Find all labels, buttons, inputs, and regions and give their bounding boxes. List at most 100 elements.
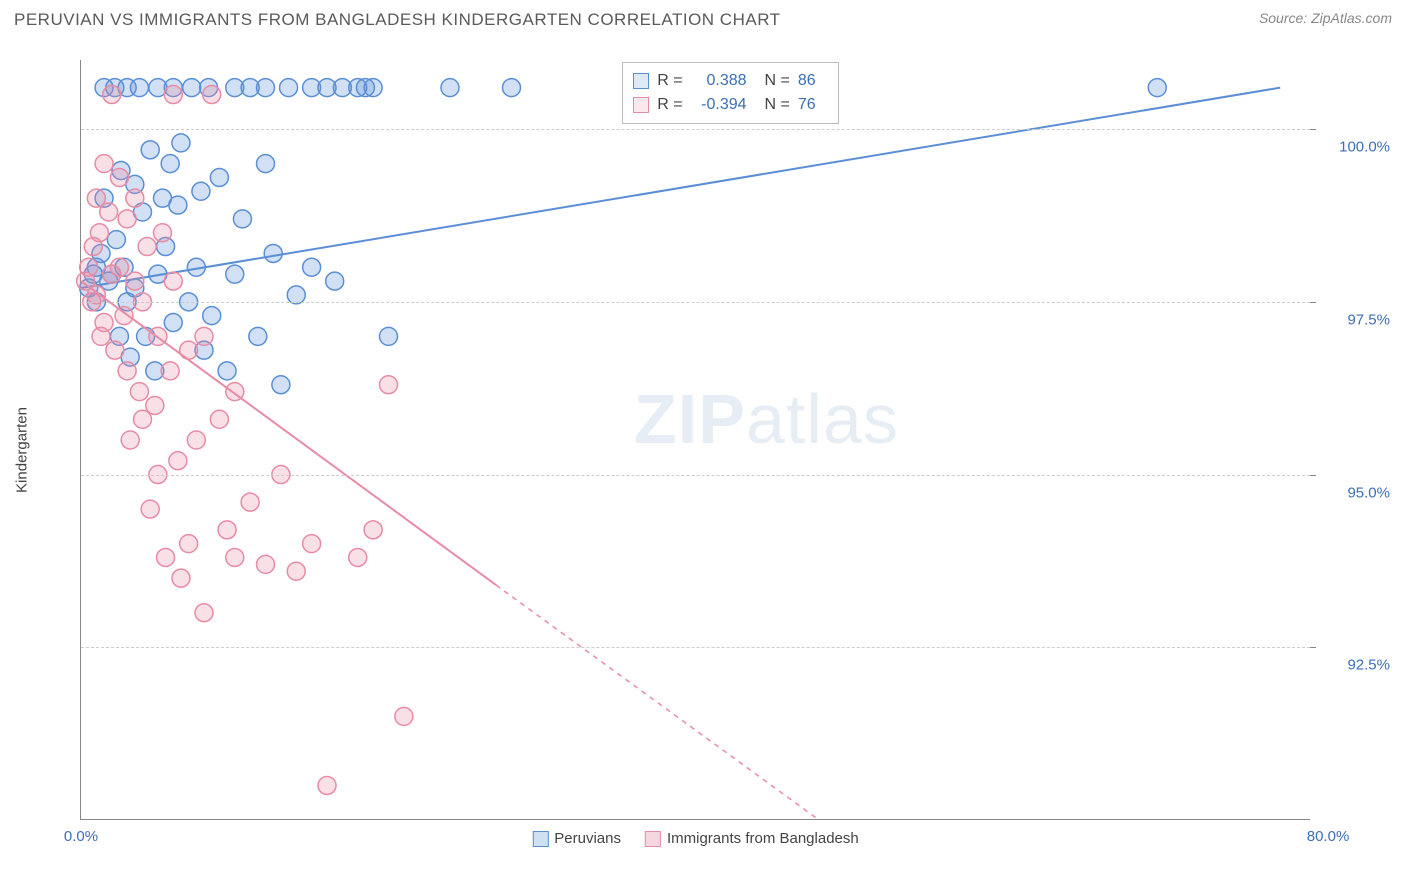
data-point [503,79,521,97]
data-point [264,244,282,262]
data-point [157,548,175,566]
data-point [90,224,108,242]
data-point [233,210,251,228]
data-point [226,265,244,283]
data-point [203,86,221,104]
data-point [161,155,179,173]
data-point [141,141,159,159]
data-point [121,431,139,449]
correlation-box: R =0.388N =86R =-0.394N =76 [622,62,839,124]
data-point [380,376,398,394]
data-point [364,79,382,97]
data-point [130,383,148,401]
data-point [180,535,198,553]
data-point [100,203,118,221]
chart-container: Kindergarten ZIPatlas R =0.388N =86R =-0… [50,50,1390,850]
corr-r-value: 0.388 [691,69,747,93]
data-point [249,327,267,345]
legend-bottom: Peruvians Immigrants from Bangladesh [532,830,858,847]
data-point [326,272,344,290]
data-point [141,500,159,518]
corr-r-label: R = [657,69,682,93]
data-point [210,410,228,428]
data-point [103,86,121,104]
data-point [349,548,367,566]
correlation-row: R =-0.394N =76 [633,93,828,117]
data-point [169,196,187,214]
data-point [318,776,336,794]
data-point [118,362,136,380]
source-attribution: Source: ZipAtlas.com [1259,10,1392,26]
data-point [161,362,179,380]
data-point [280,79,298,97]
data-point [164,86,182,104]
data-point [1148,79,1166,97]
legend-swatch [633,73,649,89]
data-point [395,707,413,725]
trend-line-extrapolated [496,585,819,820]
data-point [441,79,459,97]
scatter-svg [81,60,1311,820]
y-tick-label: 95.0% [1320,484,1390,501]
data-point [95,314,113,332]
legend-swatch [532,831,548,847]
data-point [164,272,182,290]
data-point [95,155,113,173]
data-point [241,493,259,511]
gridline-h [81,302,1310,303]
data-point [257,555,275,573]
data-point [126,189,144,207]
y-axis-title: Kindergarten [14,407,31,493]
correlation-row: R =0.388N =86 [633,69,828,93]
data-point [257,79,275,97]
y-tick-mark [1310,475,1316,476]
data-point [380,327,398,345]
data-point [303,535,321,553]
data-point [287,562,305,580]
data-point [106,341,124,359]
data-point [153,224,171,242]
data-point [183,79,201,97]
data-point [218,521,236,539]
data-point [115,307,133,325]
data-point [172,569,190,587]
y-tick-mark [1310,129,1316,130]
chart-title: PERUVIAN VS IMMIGRANTS FROM BANGLADESH K… [14,10,781,30]
legend-item: Peruvians [532,830,621,847]
data-point [169,452,187,470]
data-point [110,258,128,276]
plot-area: ZIPatlas R =0.388N =86R =-0.394N =76 Per… [80,60,1310,820]
data-point [195,604,213,622]
legend-swatch [633,97,649,113]
data-point [272,376,290,394]
data-point [126,272,144,290]
data-point [192,182,210,200]
corr-n-label: N = [765,69,790,93]
y-tick-mark [1310,647,1316,648]
data-point [226,548,244,566]
data-point [187,431,205,449]
gridline-h [81,647,1310,648]
corr-r-label: R = [657,93,682,117]
legend-item: Immigrants from Bangladesh [645,830,859,847]
data-point [146,396,164,414]
data-point [110,168,128,186]
data-point [138,238,156,256]
data-point [218,362,236,380]
data-point [364,521,382,539]
x-tick-label: 80.0% [1307,828,1350,845]
data-point [210,168,228,186]
trend-line [81,281,496,585]
data-point [195,327,213,345]
corr-n-label: N = [765,93,790,117]
data-point [80,258,98,276]
data-point [107,231,125,249]
x-tick-label: 0.0% [64,828,98,845]
data-point [130,79,148,97]
corr-n-value: 76 [798,93,828,117]
data-point [203,307,221,325]
y-tick-label: 97.5% [1320,311,1390,328]
legend-swatch [645,831,661,847]
data-point [172,134,190,152]
gridline-h [81,129,1310,130]
